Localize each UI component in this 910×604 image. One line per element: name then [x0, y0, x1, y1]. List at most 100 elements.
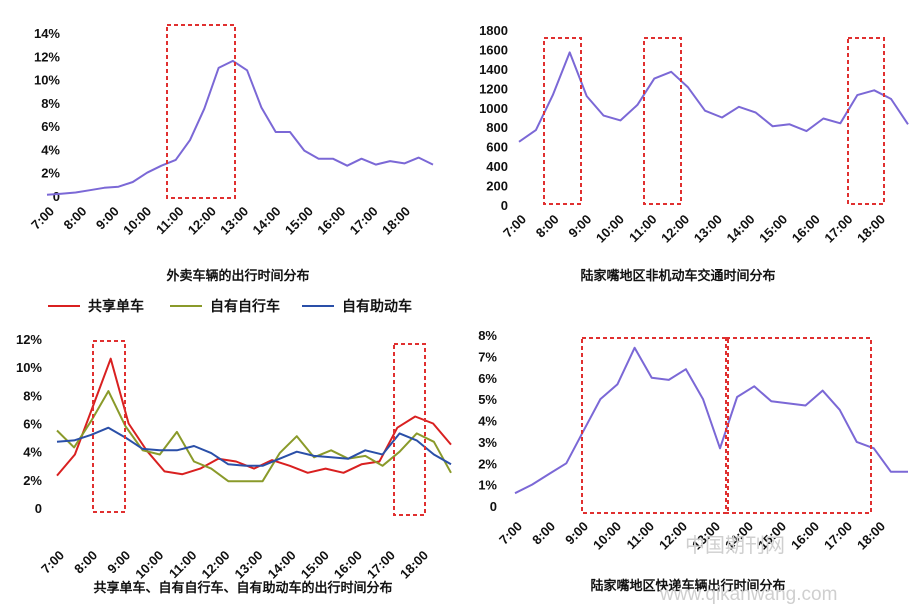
y-tick-label: 8%	[478, 328, 497, 343]
x-tick-label: 12:00	[658, 212, 692, 246]
x-tick-label: 10:00	[120, 204, 154, 238]
y-tick-label: 0	[490, 499, 497, 514]
y-tick-label: 600	[486, 140, 508, 155]
y-tick-label: 7%	[478, 349, 497, 364]
chart-title: 陆家嘴地区非机动车交通时间分布	[580, 268, 775, 284]
x-tick-label: 7:00	[38, 548, 67, 577]
highlight-box	[543, 37, 582, 205]
y-tick-label: 800	[486, 120, 508, 135]
x-tick-label: 16:00	[789, 212, 823, 246]
x-tick-label: 13:00	[217, 204, 251, 238]
x-tick-label: 16:00	[314, 204, 348, 238]
x-tick-label: 16:00	[331, 548, 365, 582]
y-tick-label: 1200	[479, 81, 508, 96]
y-tick-label: 200	[486, 179, 508, 194]
x-tick-label: 16:00	[788, 519, 822, 553]
x-tick-label: 18:00	[379, 204, 413, 238]
series-line-series-2	[56, 390, 452, 483]
x-tick-label: 9:00	[104, 548, 133, 577]
watermark-url: www.qikanwang.com	[659, 584, 837, 604]
legend-label: 自有自行车	[210, 298, 280, 315]
chart-title: 外卖车辆的出行时间分布	[165, 268, 309, 284]
chart-2: 0 200 400 600 800 1000 1200 1400 1600 1800 7:00 8:0…	[479, 23, 909, 284]
y-tick-label: 10%	[34, 73, 60, 88]
x-tick-label: 8:00	[529, 519, 558, 548]
highlight-box	[643, 37, 682, 205]
y-tick-label: 1600	[479, 42, 508, 57]
x-tick-label: 8:00	[60, 204, 89, 233]
x-tick-label: 11:00	[153, 204, 187, 238]
y-tick-label: 400	[486, 159, 508, 174]
y-tick-label: 2%	[41, 166, 60, 181]
x-tick-label: 13:00	[691, 212, 725, 246]
y-tick-label: 12%	[16, 332, 42, 347]
x-tick-label: 15:00	[282, 204, 316, 238]
y-tick-label: 2%	[478, 456, 497, 471]
y-tick-label: 4%	[41, 142, 60, 157]
y-tick-label: 0	[501, 198, 508, 213]
x-tick-label: 7:00	[500, 212, 529, 241]
y-tick-label: 6%	[23, 417, 42, 432]
x-tick-label: 18:00	[397, 548, 431, 582]
y-tick-label: 1%	[478, 478, 497, 493]
chart-1: 0 2% 4% 6% 8% 10% 12% 14% 7:00 8:00 9:0010:0011:00…	[28, 24, 434, 284]
series-line-main	[518, 51, 909, 143]
highlight-box	[847, 37, 885, 205]
x-tick-label: 14:00	[250, 204, 284, 238]
x-tick-label: 18:00	[854, 212, 888, 246]
watermark-cn: 中国期刊网	[685, 533, 785, 557]
x-tick-label: 11:00	[166, 548, 200, 582]
y-tick-label: 8%	[23, 388, 42, 403]
x-tick-label: 11:00	[624, 519, 658, 553]
y-tick-label: 0	[53, 189, 60, 204]
x-tick-label: 14:00	[265, 548, 299, 582]
x-tick-label: 14:00	[723, 212, 757, 246]
x-tick-label: 9:00	[565, 212, 594, 241]
x-tick-label: 17:00	[821, 212, 855, 246]
x-tick-label: 17:00	[364, 548, 398, 582]
chart-title: 共享单车、自有自行车、自有助动车的出行时间分布	[93, 580, 392, 596]
x-tick-label: 17:00	[347, 204, 381, 238]
y-tick-label: 6%	[41, 119, 60, 134]
y-tick-label: 12%	[34, 49, 60, 64]
legend-label: 自有助动车	[342, 298, 412, 315]
y-tick-label: 14%	[34, 26, 60, 41]
x-tick-label: 10:00	[132, 548, 166, 582]
x-tick-label: 18:00	[854, 519, 888, 553]
y-tick-label: 1000	[479, 101, 508, 116]
x-tick-label: 12:00	[185, 204, 219, 238]
x-tick-label: 12:00	[198, 548, 232, 582]
series-line-series-3	[56, 426, 452, 467]
x-tick-label: 17:00	[821, 519, 855, 553]
x-tick-label: 8:00	[71, 548, 100, 577]
x-tick-label: 9:00	[562, 519, 591, 548]
y-tick-label: 6%	[478, 371, 497, 386]
x-tick-label: 13:00	[232, 548, 266, 582]
x-tick-label: 7:00	[496, 519, 525, 548]
highlight-box	[166, 24, 236, 199]
x-tick-label: 9:00	[93, 204, 122, 233]
y-tick-label: 4%	[23, 445, 42, 460]
highlight-box	[725, 337, 872, 514]
highlight-box	[581, 337, 729, 514]
x-tick-label: 10:00	[593, 212, 627, 246]
y-tick-label: 0	[35, 501, 42, 516]
chart-title: 陆家嘴地区快递车辆出行时间分布	[590, 578, 785, 594]
y-tick-label: 3%	[478, 435, 497, 450]
x-tick-label: 15:00	[756, 212, 790, 246]
x-tick-label: 15:00	[298, 548, 332, 582]
y-tick-label: 8%	[41, 96, 60, 111]
y-tick-label: 2%	[23, 473, 42, 488]
y-tick-label: 5%	[478, 392, 497, 407]
highlight-box	[92, 340, 126, 513]
y-tick-label: 1800	[479, 23, 508, 38]
highlight-box	[393, 343, 426, 516]
y-tick-label: 1400	[479, 62, 508, 77]
x-tick-label: 10:00	[590, 519, 624, 553]
x-tick-label: 11:00	[626, 212, 660, 246]
x-tick-label: 8:00	[533, 212, 562, 241]
legend-label: 共享单车	[88, 298, 144, 315]
y-tick-label: 4%	[478, 414, 497, 429]
